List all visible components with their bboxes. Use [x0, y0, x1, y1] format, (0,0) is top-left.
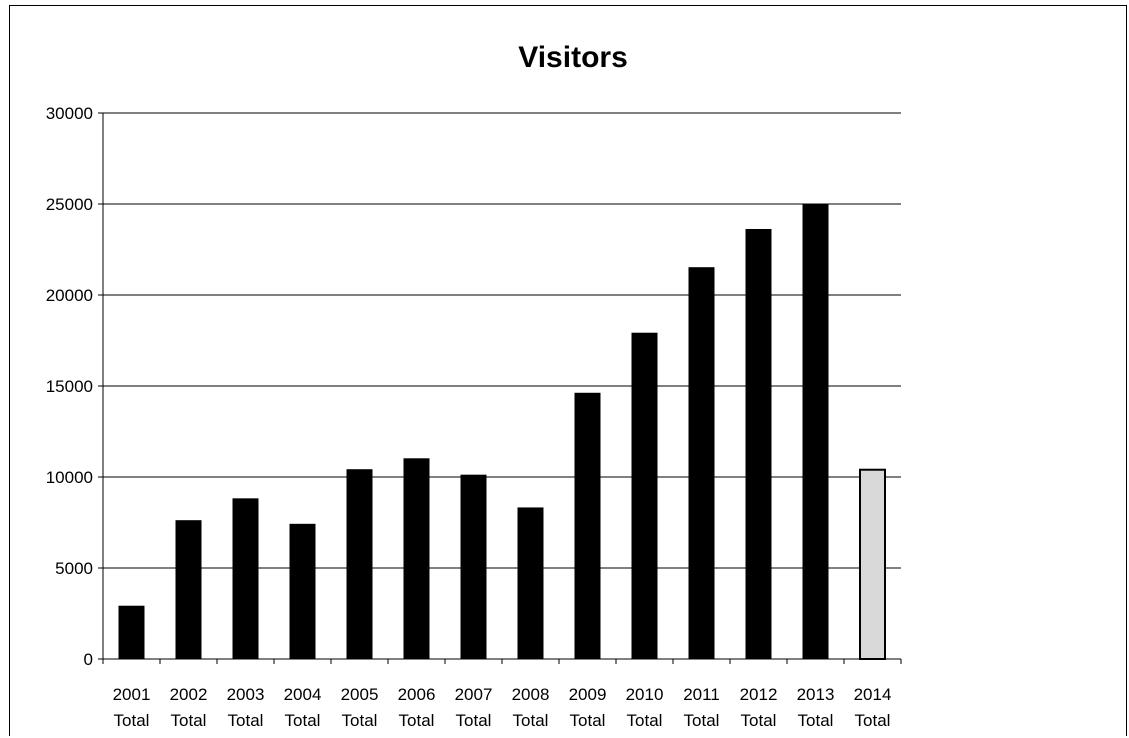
- bar-2004: [289, 523, 316, 660]
- x-tick-label-year: 2003: [227, 685, 265, 704]
- x-tick-label-year: 2004: [284, 685, 322, 704]
- x-tick-label-year: 2010: [626, 685, 664, 704]
- x-tick-label-total: Total: [114, 711, 150, 730]
- x-tick-label-year: 2011: [683, 685, 720, 704]
- x-tick-label-total: Total: [171, 711, 207, 730]
- bar-2011: [688, 267, 715, 660]
- bar-2007: [460, 474, 487, 660]
- x-tick-label-total: Total: [513, 711, 549, 730]
- y-tick-label: 20000: [46, 286, 93, 305]
- x-tick-label-year: 2014: [854, 685, 892, 704]
- y-tick-label: 0: [84, 650, 93, 669]
- x-tick-label-total: Total: [285, 711, 321, 730]
- x-tick-label-year: 2005: [341, 685, 379, 704]
- axes: [98, 112, 902, 664]
- x-tick-label-total: Total: [684, 711, 720, 730]
- bar-2005: [346, 469, 373, 660]
- y-tick-label: 10000: [46, 468, 93, 487]
- y-tick-label: 30000: [46, 104, 93, 123]
- y-tick-label: 15000: [46, 377, 93, 396]
- bar-2013: [802, 203, 829, 660]
- x-tick-label-total: Total: [627, 711, 663, 730]
- y-tick-label: 5000: [55, 559, 93, 578]
- x-tick-label-year: 2012: [740, 685, 778, 704]
- x-tick-label-total: Total: [855, 711, 891, 730]
- x-tick-label-total: Total: [399, 711, 435, 730]
- chart-frame: [9, 5, 1127, 736]
- axis-labels: 0 5000 10000 15000 20000 25000 30000 2001 Total 2…: [46, 104, 892, 730]
- x-tick-label-total: Total: [456, 711, 492, 730]
- bar-2003: [232, 498, 259, 660]
- grid-lines: [103, 112, 901, 569]
- x-tick-label-total: Total: [228, 711, 264, 730]
- x-tick-label-year: 2001: [113, 685, 151, 704]
- x-tick-label-total: Total: [798, 711, 834, 730]
- bar-2006: [403, 458, 430, 660]
- bars: [118, 203, 886, 660]
- x-tick-label-year: 2013: [797, 685, 835, 704]
- x-tick-label-total: Total: [741, 711, 777, 730]
- x-tick-label-year: 2008: [512, 685, 550, 704]
- x-tick-label-total: Total: [342, 711, 378, 730]
- bar-2001: [118, 605, 145, 660]
- x-tick-label-year: 2009: [569, 685, 607, 704]
- bar-2014: [859, 468, 886, 660]
- x-tick-label-year: 2006: [398, 685, 436, 704]
- x-tick-label-total: Total: [570, 711, 606, 730]
- x-tick-label-year: 2007: [455, 685, 493, 704]
- bar-2010: [631, 332, 658, 660]
- chart-title: Visitors: [518, 41, 628, 74]
- bar-2002: [175, 520, 202, 660]
- bar-2012: [745, 228, 772, 660]
- bar-2009: [574, 392, 601, 660]
- bar-2008: [517, 507, 544, 660]
- y-tick-label: 25000: [46, 195, 93, 214]
- x-tick-label-year: 2002: [170, 685, 208, 704]
